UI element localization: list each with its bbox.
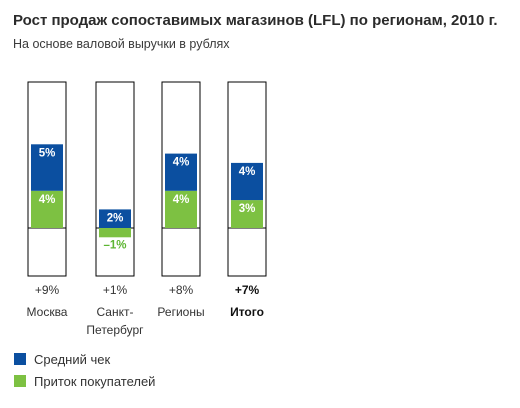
chart-legend: Средний чек Приток покупателей: [14, 348, 155, 392]
category-label: Регионы: [157, 305, 204, 319]
chart-title: Рост продаж сопоставимых магазинов (LFL)…: [13, 12, 498, 29]
category-label: Санкт-: [97, 305, 134, 319]
bar-segment-inflow: [165, 190, 197, 228]
bar-frame: [95, 81, 135, 277]
bar-frame: [161, 81, 201, 277]
category-label: Петербург: [86, 323, 144, 337]
data-label-avg-check: 4%: [173, 157, 190, 169]
bar-frame: [227, 81, 267, 277]
legend-label-avg-check: Средний чек: [34, 351, 111, 367]
data-label-inflow: 3%: [239, 203, 256, 215]
legend-swatch-avg-check: [14, 353, 26, 365]
category-label: Москва: [27, 305, 68, 319]
data-label-avg-check: 5%: [39, 147, 56, 159]
data-label-avg-check: 4%: [239, 166, 256, 178]
bar-segment-avg-check: [231, 162, 263, 201]
chart-subtitle: На основе валовой выручки в рублях: [13, 37, 230, 51]
data-label-inflow: –1%: [103, 239, 126, 251]
bar-segment-avg-check: [31, 144, 63, 191]
bar-segment-inflow: [99, 228, 131, 238]
category-label: Итого: [230, 305, 264, 319]
bar-segment-inflow: [31, 190, 63, 228]
data-label-avg-check: 2%: [107, 212, 124, 224]
legend-item-inflow: Приток покупателей: [14, 370, 155, 392]
total-label: +1%: [103, 283, 128, 297]
legend-label-inflow: Приток покупателей: [34, 373, 156, 389]
bar-frame: [27, 81, 67, 277]
bar-segment-avg-check: [165, 153, 197, 191]
total-label: +7%: [235, 283, 260, 297]
legend-swatch-inflow: [14, 375, 26, 387]
bar-segment-inflow: [231, 200, 263, 228]
legend-item-avg-check: Средний чек: [14, 348, 155, 370]
data-label-inflow: 4%: [39, 194, 56, 206]
bar-segment-avg-check: [99, 209, 131, 228]
total-label: +9%: [35, 283, 60, 297]
data-label-inflow: 4%: [173, 194, 190, 206]
total-label: +8%: [169, 283, 194, 297]
